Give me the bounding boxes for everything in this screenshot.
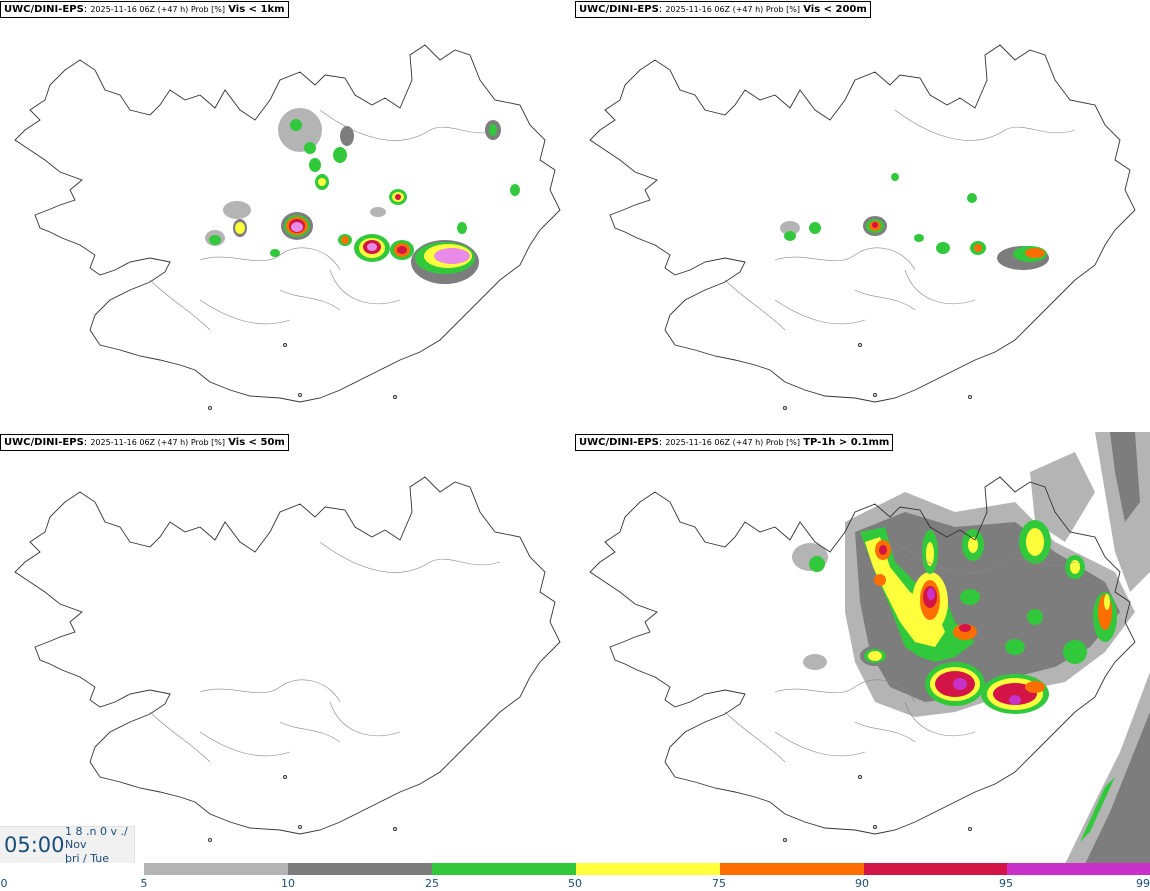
island (283, 775, 287, 779)
island (858, 343, 862, 347)
island (298, 825, 302, 829)
map-panel-tp-1h: UWC/DINI-EPS: 2025-11-16 06Z (+47 h) Pro… (575, 432, 1150, 864)
region-boundary (724, 279, 786, 331)
colorbar-tick-label: 95 (999, 877, 1013, 890)
valid-time-box: 05:00 1 8 .n 0 v ./ Nov þri / Tue (0, 826, 135, 863)
run-meta: 2025-11-16 06Z (+47 h) Prob [%] (90, 5, 226, 14)
region-boundary (319, 109, 501, 141)
region-boundary (854, 289, 916, 311)
colorbar-tick-label: 0 (0, 877, 8, 890)
colorbar-segment (144, 863, 288, 875)
region-boundary (199, 731, 291, 757)
colorbar-tick-label: 10 (281, 877, 295, 890)
colorbar-tick-label: 25 (425, 877, 439, 890)
island (873, 393, 877, 397)
coastline (589, 476, 1136, 835)
island (783, 406, 787, 410)
coastline (14, 44, 561, 403)
region-boundary (329, 701, 401, 736)
iceland-map (14, 44, 561, 410)
colorbar-tick-label: 90 (855, 877, 869, 890)
region-boundary (854, 721, 916, 743)
colorbar-tick-label: 5 (140, 877, 148, 890)
colorbar (144, 863, 1150, 875)
region-boundary (199, 679, 341, 703)
region-boundary (774, 299, 866, 325)
colorbar-segment (1007, 863, 1150, 875)
region-boundary (904, 701, 976, 736)
model-name: UWC/DINI-EPS (4, 437, 84, 448)
island (873, 825, 877, 829)
panel-title: UWC/DINI-EPS: 2025-11-16 06Z (+47 h) Pro… (0, 434, 289, 451)
valid-date-line3: þri / Tue (65, 852, 110, 864)
colorbar-segment (432, 863, 576, 875)
island (208, 838, 212, 842)
colorbar-segment (288, 863, 432, 875)
model-name: UWC/DINI-EPS (579, 437, 659, 448)
colorbar-segment (576, 863, 720, 875)
colorbar-tick-label: 75 (712, 877, 726, 890)
run-meta: 2025-11-16 06Z (+47 h) Prob [%] (90, 438, 226, 447)
map-panel-vis-200m: UWC/DINI-EPS: 2025-11-16 06Z (+47 h) Pro… (575, 0, 1150, 432)
variable-label: Vis < 50m (228, 437, 285, 448)
region-boundary (894, 109, 1076, 141)
iceland-map (589, 44, 1136, 410)
island (393, 827, 397, 831)
run-meta: 2025-11-16 06Z (+47 h) Prob [%] (665, 438, 801, 447)
panel-title: UWC/DINI-EPS: 2025-11-16 06Z (+47 h) Pro… (575, 434, 894, 451)
island (968, 395, 972, 399)
island (393, 395, 397, 399)
coastline (589, 44, 1136, 403)
iceland-map (14, 476, 561, 842)
colorbar-segment (720, 863, 864, 875)
region-boundary (774, 731, 866, 757)
region-boundary (199, 247, 341, 271)
region-boundary (894, 541, 1076, 573)
island (858, 775, 862, 779)
region-boundary (149, 279, 211, 331)
valid-date-line2: Nov (65, 838, 87, 851)
region-boundary (329, 269, 401, 304)
map-panel-vis-1km: UWC/DINI-EPS: 2025-11-16 06Z (+47 h) Pro… (0, 0, 575, 432)
region-boundary (199, 299, 291, 325)
variable-label: TP-1h > 0.1mm (803, 437, 890, 448)
island (968, 827, 972, 831)
region-boundary (724, 711, 786, 763)
region-boundary (774, 679, 916, 703)
region-boundary (904, 269, 976, 304)
model-name: UWC/DINI-EPS (4, 4, 84, 15)
region-boundary (279, 289, 341, 311)
iceland-map (589, 432, 1150, 864)
region-boundary (279, 721, 341, 743)
island (298, 393, 302, 397)
colorbar-segment (864, 863, 1007, 875)
coastline (14, 476, 561, 835)
variable-label: Vis < 1km (228, 4, 285, 15)
probability-field (860, 520, 1117, 714)
panel-title: UWC/DINI-EPS: 2025-11-16 06Z (+47 h) Pro… (0, 1, 289, 18)
region-boundary (319, 541, 501, 573)
map-panel-vis-50m: UWC/DINI-EPS: 2025-11-16 06Z (+47 h) Pro… (0, 432, 575, 864)
region-boundary (149, 711, 211, 763)
region-boundary (774, 247, 916, 271)
panel-title: UWC/DINI-EPS: 2025-11-16 06Z (+47 h) Pro… (575, 1, 871, 18)
colorbar-tick-label: 99 (1136, 877, 1150, 890)
model-name: UWC/DINI-EPS (579, 4, 659, 15)
variable-label: Vis < 200m (803, 4, 867, 15)
probability-field (780, 173, 1049, 270)
run-meta: 2025-11-16 06Z (+47 h) Prob [%] (665, 5, 801, 14)
valid-date-line1: 1 8 .n 0 v ./ (65, 826, 128, 838)
probability-field (205, 108, 520, 284)
colorbar-tick-label: 50 (568, 877, 582, 890)
island (783, 838, 787, 842)
island (208, 406, 212, 410)
island (283, 343, 287, 347)
probability-field (792, 432, 1150, 864)
valid-time-clock: 05:00 (4, 833, 65, 857)
